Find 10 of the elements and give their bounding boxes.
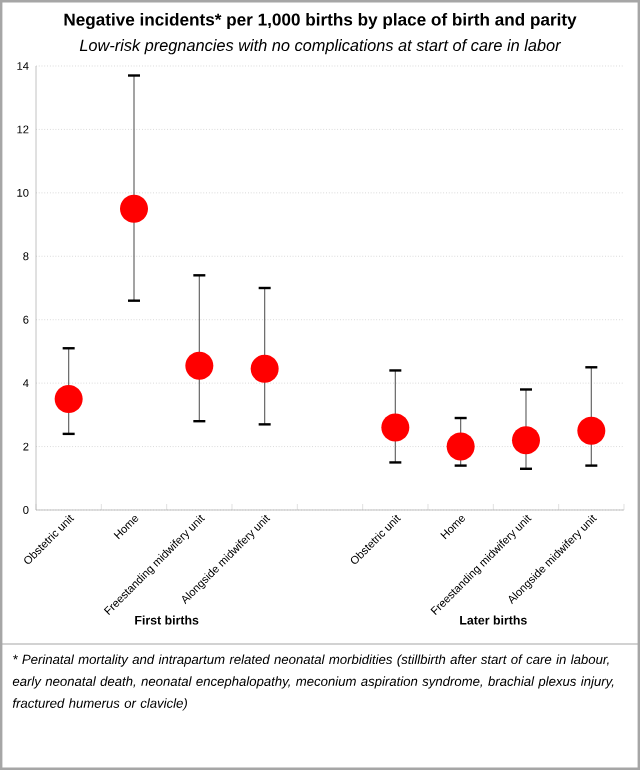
point [511, 426, 540, 455]
point [185, 351, 214, 380]
point [446, 432, 475, 461]
chart-subtitle: Low-risk pregnancies with no complications at start of care in labor [79, 39, 562, 55]
point [250, 354, 279, 383]
point [577, 416, 606, 445]
chart-title: Negative incidents* per 1,000 births by place of birth and parity [64, 13, 577, 30]
point [381, 413, 410, 442]
point [120, 194, 148, 223]
point [54, 385, 83, 413]
